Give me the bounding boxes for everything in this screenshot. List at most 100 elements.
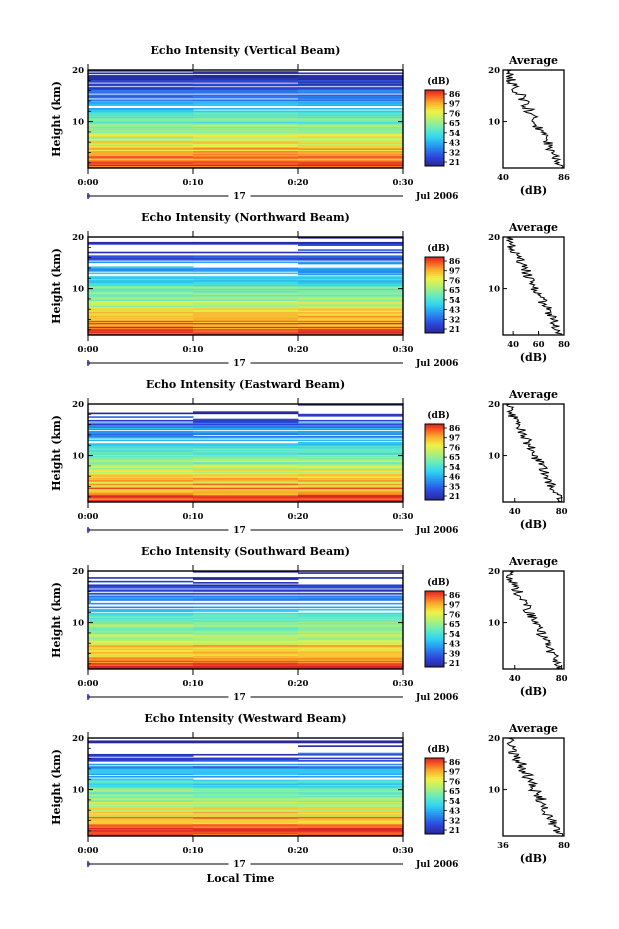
- heatmap-band: [298, 487, 404, 489]
- heatmap-band: [298, 424, 404, 427]
- heatmap-band: [298, 419, 404, 422]
- colorbar-tick-label: 43: [449, 806, 461, 816]
- heatmap-band: [88, 476, 194, 478]
- heatmap-band: [298, 635, 404, 638]
- heatmap-band: [88, 785, 194, 788]
- heatmap-band: [193, 821, 299, 823]
- heatmap-band: [88, 794, 194, 796]
- heatmap-band: [298, 629, 404, 632]
- colorbar-segment: [425, 606, 444, 609]
- average-x-tick-label: 36: [497, 841, 509, 851]
- heatmap-band: [298, 261, 404, 264]
- heatmap-band: [88, 660, 194, 663]
- heatmap-band: [88, 824, 194, 827]
- heatmap-band: [298, 807, 404, 810]
- heatmap-band: [88, 475, 194, 477]
- y-tick-label: 20: [72, 734, 84, 744]
- heatmap-band: [88, 638, 194, 641]
- heatmap-band: [193, 292, 299, 294]
- heatmap-band: [193, 90, 299, 93]
- heatmap-band: [88, 289, 194, 292]
- heatmap-band: [193, 243, 299, 245]
- colorbar-segment: [425, 479, 444, 482]
- heatmap-band: [193, 467, 299, 470]
- heatmap-band: [88, 623, 194, 626]
- heatmap-band: [88, 649, 194, 652]
- heatmap-band: [88, 122, 194, 125]
- heatmap-band: [88, 84, 194, 87]
- colorbar-segment: [425, 112, 444, 116]
- heatmap-band: [88, 489, 194, 492]
- heatmap-band: [193, 602, 299, 605]
- heatmap-band: [298, 617, 404, 620]
- heatmap-band: [298, 144, 404, 147]
- date-day-bg: [228, 358, 251, 368]
- heatmap-band: [88, 83, 194, 86]
- heatmap-band: [193, 769, 299, 772]
- date-month: Jul 2006: [415, 693, 458, 703]
- heatmap-band: [88, 287, 194, 289]
- heatmap-band: [298, 789, 404, 792]
- heatmap-band: [298, 615, 404, 617]
- heatmap-band: [88, 460, 194, 462]
- heatmap-band: [298, 327, 404, 330]
- date-day: 17: [233, 192, 246, 202]
- y-tick-label: 10: [72, 619, 84, 629]
- heatmap-band: [88, 87, 194, 89]
- heatmap-band: [88, 144, 194, 147]
- heatmap-band: [298, 813, 404, 816]
- heatmap-band: [88, 755, 194, 757]
- colorbar-tick-label: 32: [449, 147, 460, 157]
- colorbar-segment: [425, 816, 444, 820]
- heatmap-band: [193, 139, 299, 142]
- average-y-tick-label: 10: [488, 452, 500, 462]
- heatmap-band: [88, 498, 194, 500]
- panel-4: Echo Intensity (Southward Beam) 20 10 Heigh…: [50, 545, 568, 703]
- heatmap-band: [88, 821, 194, 823]
- heatmap-band: [193, 818, 299, 821]
- heatmap-band: [298, 268, 404, 271]
- heatmap-band: [88, 477, 194, 480]
- colorbar-segment: [425, 274, 444, 277]
- heatmap-band: [298, 649, 404, 652]
- colorbar-segment: [425, 805, 444, 808]
- colorbar-label: (dB): [427, 76, 449, 87]
- x-tick-label: 0:00: [78, 846, 99, 856]
- heatmap-band: [193, 122, 299, 125]
- heatmap-band: [88, 805, 194, 808]
- heatmap-band: [88, 490, 194, 493]
- heatmap-band: [298, 413, 404, 416]
- colorbar-tick-label: 65: [449, 452, 460, 462]
- heatmap-band: [88, 311, 194, 314]
- heatmap-band: [193, 593, 299, 595]
- heatmap-band: [298, 595, 404, 598]
- heatmap-band: [193, 164, 299, 166]
- heatmap-band: [298, 323, 404, 326]
- colorbar-segment: [425, 767, 444, 770]
- average-line: [505, 403, 563, 503]
- heatmap-band: [88, 163, 194, 165]
- heatmap-band: [298, 464, 404, 466]
- heatmap-band: [298, 153, 404, 155]
- heatmap-band: [88, 427, 194, 429]
- heatmap-band: [88, 149, 194, 152]
- heatmap-band: [88, 323, 194, 326]
- heatmap-band: [298, 271, 404, 273]
- heatmap: [88, 740, 404, 837]
- colorbar-segment: [425, 262, 444, 265]
- date-marker: [87, 862, 90, 866]
- heatmap-band: [88, 818, 194, 821]
- heatmap-band: [88, 419, 194, 422]
- heatmap-band: [193, 487, 299, 489]
- heatmap-band: [298, 82, 404, 84]
- colorbar-segment: [425, 809, 444, 812]
- colorbar-segment: [425, 596, 444, 599]
- average-profile: Average 20 10 36 80 (dB): [488, 722, 570, 865]
- heatmap-band: [298, 123, 404, 126]
- colorbar-tick-label: 97: [449, 433, 460, 443]
- heatmap-band: [193, 595, 299, 598]
- heatmap-band: [193, 782, 299, 784]
- heatmap-band: [88, 650, 194, 653]
- heatmap-band: [88, 822, 194, 825]
- heatmap-band: [88, 809, 194, 811]
